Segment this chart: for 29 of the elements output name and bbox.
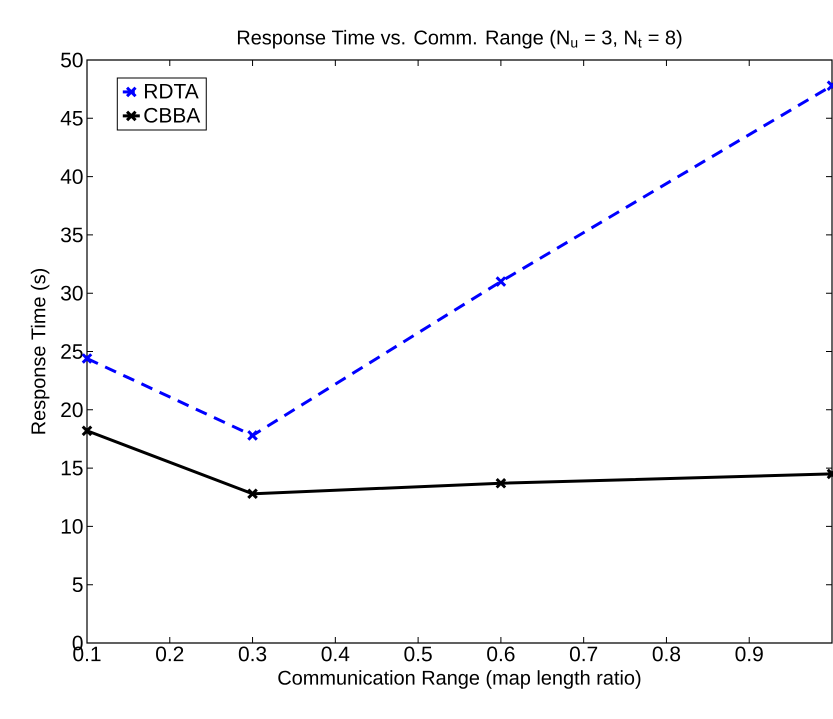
x-axis-title: Communication Range (map length ratio)	[278, 670, 640, 689]
y-tick-label: 10	[62, 518, 83, 534]
y-tick-label: 50	[61, 52, 83, 68]
x-tick-label: 0.5	[404, 646, 432, 662]
chart-title: Response Time vs. Comm. Range (N$_{u}$ = 3, N$_{t}$ = 8)	[238, 30, 682, 49]
point	[246, 430, 258, 442]
y-tick-label: 25	[61, 344, 83, 359]
x-tick-label: 0.9	[735, 646, 763, 662]
x-tick-label: 0.3	[238, 646, 266, 662]
y-tick-label: 30	[61, 286, 83, 301]
point	[81, 352, 93, 364]
y-tick-label: 5	[72, 577, 83, 592]
point	[81, 425, 93, 437]
legend-label: RDTA	[145, 84, 199, 98]
legend-label: CBBA	[144, 108, 200, 123]
point	[246, 488, 258, 500]
x-tick-label: 0.6	[487, 646, 515, 662]
y-tick-label: 15	[62, 460, 83, 476]
y-tick-label: 35	[61, 227, 83, 242]
point	[495, 276, 507, 288]
y-axis-title: Response Time (s)	[30, 268, 50, 434]
point	[495, 478, 507, 489]
x-tick-label: 0.7	[570, 646, 598, 662]
x-tick-label: 0.2	[156, 646, 184, 662]
y-tick-label: 40	[60, 169, 83, 184]
y-tick-label: 20	[61, 402, 83, 418]
x-tick-label: 0.4	[322, 646, 350, 662]
y-tick-label: 45	[60, 111, 83, 126]
x-tick-label: 0.8	[652, 646, 680, 662]
